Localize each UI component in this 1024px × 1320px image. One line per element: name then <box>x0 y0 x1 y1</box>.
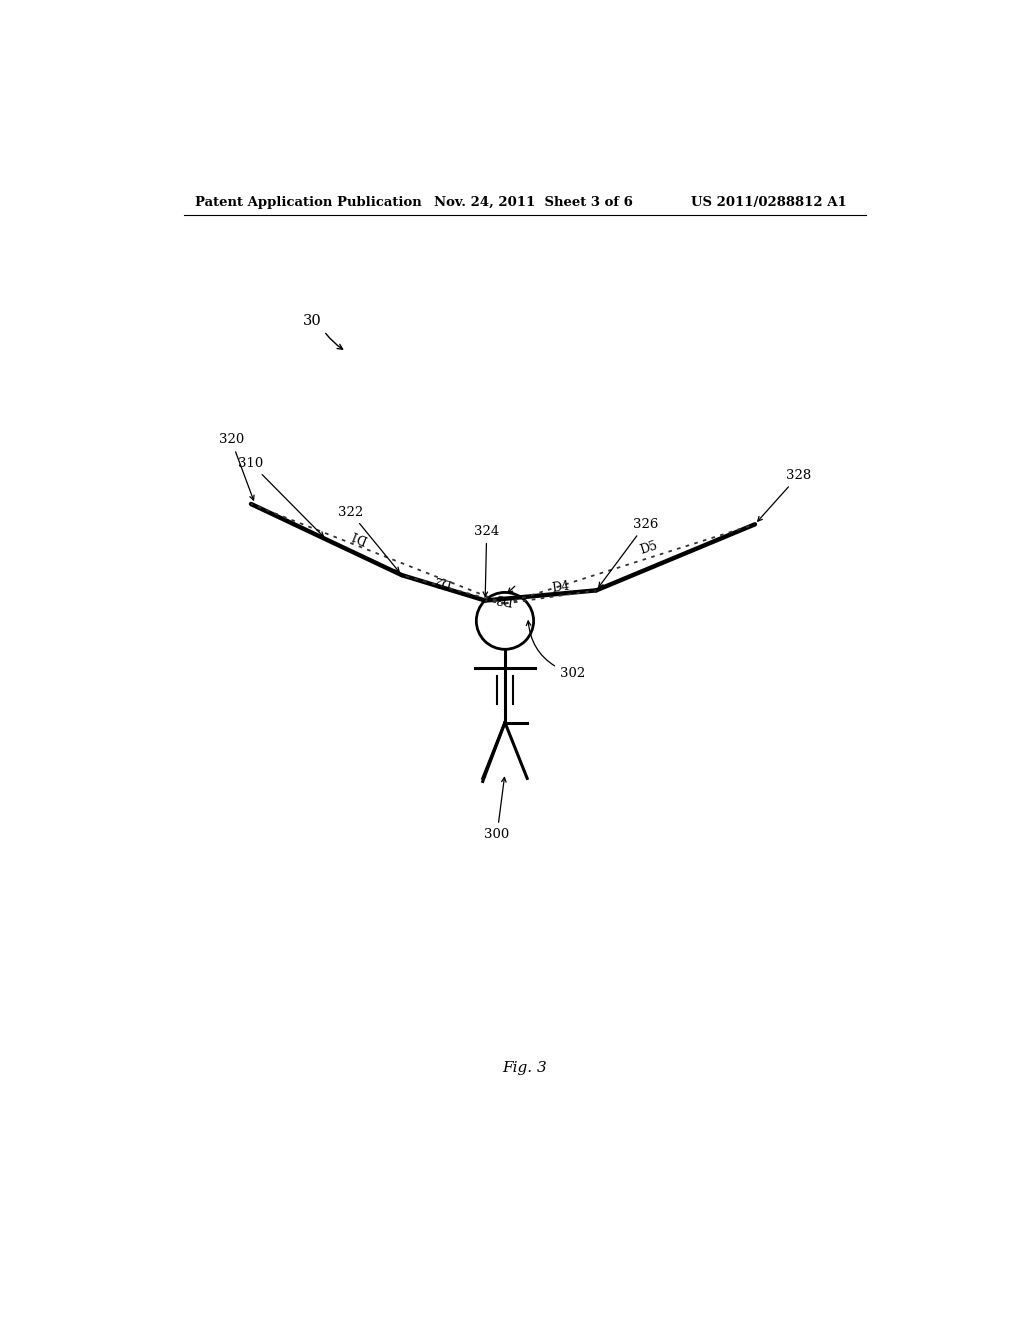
Text: D3: D3 <box>494 590 513 606</box>
Text: US 2011/0288812 A1: US 2011/0288812 A1 <box>691 195 847 209</box>
Text: D1: D1 <box>348 527 370 545</box>
Text: Nov. 24, 2011  Sheet 3 of 6: Nov. 24, 2011 Sheet 3 of 6 <box>433 195 633 209</box>
Text: D2: D2 <box>433 573 454 590</box>
Text: 326: 326 <box>599 517 658 587</box>
Text: 30: 30 <box>303 314 322 329</box>
Text: 328: 328 <box>758 469 811 521</box>
Text: D5: D5 <box>639 539 659 557</box>
Text: 310: 310 <box>239 457 324 536</box>
Text: Fig. 3: Fig. 3 <box>503 1061 547 1074</box>
Text: 324: 324 <box>474 525 500 597</box>
Text: 300: 300 <box>484 777 510 841</box>
Text: D4: D4 <box>551 579 570 594</box>
Text: 322: 322 <box>338 506 399 572</box>
Text: Patent Application Publication: Patent Application Publication <box>196 195 422 209</box>
Text: 320: 320 <box>218 433 254 500</box>
Text: 302: 302 <box>526 620 585 680</box>
